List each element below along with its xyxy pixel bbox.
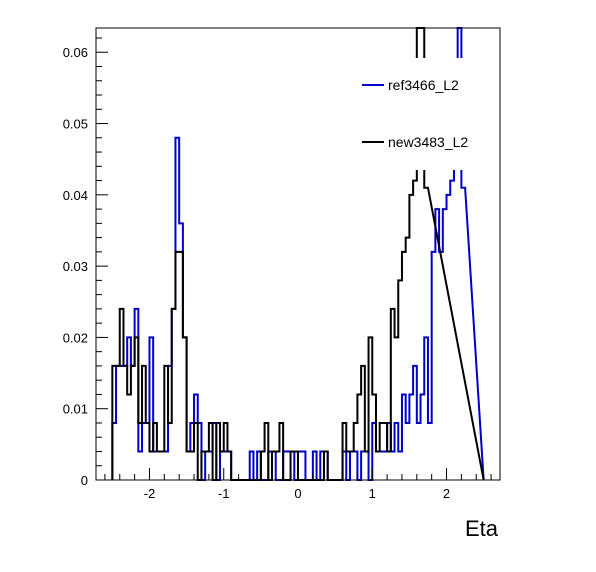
series-new3483_L2: [111, 27, 485, 481]
y-tick-label: 0: [81, 473, 88, 488]
y-axis: 0 0.01 0.02 0.03 0.04 0.05 0.06: [63, 37, 108, 488]
x-axis: -2 -1 0 1 2: [104, 468, 492, 501]
legend-label-new3483: new3483_L2: [388, 134, 468, 150]
y-tick-label: 0.02: [63, 330, 88, 345]
legend-label-ref3466: ref3466_L2: [388, 77, 459, 93]
legend: ref3466_L2 new3483_L2: [358, 58, 480, 170]
legend-box: [358, 58, 480, 170]
y-tick-label: 0.05: [63, 117, 88, 132]
y-tick-label: 0.03: [63, 259, 88, 274]
x-axis-title: Eta: [465, 516, 499, 541]
y-tick-label: 0.06: [63, 45, 88, 60]
x-tick-label: 1: [369, 486, 376, 501]
y-tick-label: 0.01: [63, 402, 88, 417]
x-tick-label: 2: [443, 486, 450, 501]
y-tick-label: 0.04: [63, 188, 88, 203]
x-tick-label: -1: [218, 486, 230, 501]
x-tick-label: 0: [294, 486, 301, 501]
x-tick-label: -2: [144, 486, 156, 501]
